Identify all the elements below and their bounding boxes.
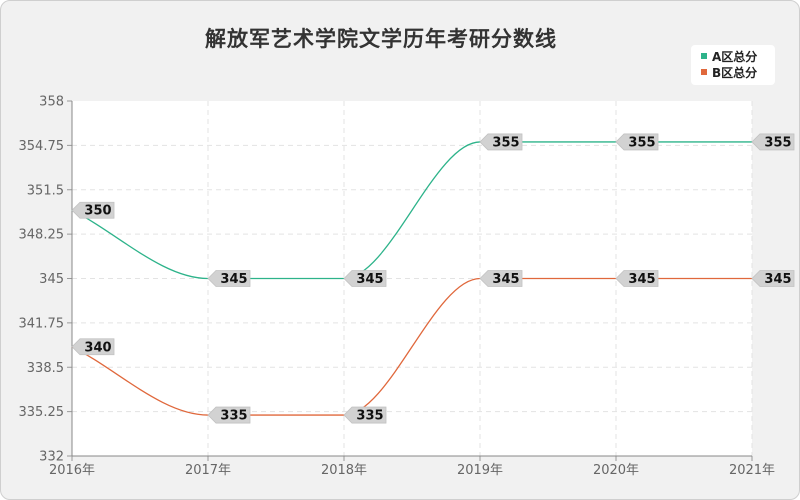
x-tick-label: 2016年 xyxy=(49,463,95,478)
data-label-bg xyxy=(343,270,387,287)
data-label-bg xyxy=(343,406,387,424)
data-label-bg xyxy=(71,201,115,219)
legend-item-a[interactable]: A区总分 xyxy=(701,49,757,65)
data-label: 345 xyxy=(764,272,791,287)
data-label: 345 xyxy=(220,272,247,287)
y-tick-label: 348.25 xyxy=(19,228,65,243)
data-label-bg xyxy=(207,270,251,287)
data-label: 345 xyxy=(628,272,655,287)
data-label: 355 xyxy=(492,135,519,150)
data-label-bg xyxy=(207,406,251,424)
data-label-bg xyxy=(479,133,523,151)
data-label: 335 xyxy=(220,409,247,424)
x-tick-label: 2019年 xyxy=(457,463,503,478)
y-tick-label: 335.25 xyxy=(19,405,65,420)
x-tick-label: 2018年 xyxy=(321,463,367,478)
data-label-bg xyxy=(751,133,795,151)
y-tick-label: 332 xyxy=(39,450,64,465)
chart-legend[interactable]: A区总分 B区总分 xyxy=(691,45,775,85)
data-label-bg xyxy=(71,338,115,356)
data-label: 350 xyxy=(84,204,111,219)
legend-swatch-a xyxy=(701,53,707,59)
data-label: 345 xyxy=(492,272,519,287)
chart-title: 解放军艺术学院文学历年考研分数线 xyxy=(205,27,557,51)
legend-swatch-b xyxy=(701,69,707,75)
data-label-bg xyxy=(479,270,523,287)
data-label-bg xyxy=(615,133,659,151)
y-tick-label: 354.75 xyxy=(19,139,65,154)
data-label: 355 xyxy=(628,135,655,150)
y-tick-label: 345 xyxy=(39,272,64,287)
data-label: 345 xyxy=(356,272,383,287)
legend-item-b[interactable]: B区总分 xyxy=(701,65,757,81)
data-label: 340 xyxy=(84,340,111,355)
data-label-bg xyxy=(615,270,659,287)
y-tick-label: 351.5 xyxy=(27,183,64,198)
legend-label-b: B区总分 xyxy=(712,66,758,80)
data-label: 355 xyxy=(764,135,791,150)
x-tick-label: 2020年 xyxy=(593,463,639,478)
x-tick-label: 2017年 xyxy=(185,463,231,478)
y-tick-label: 341.75 xyxy=(19,316,65,331)
x-tick-label: 2021年 xyxy=(729,463,775,478)
y-tick-label: 338.5 xyxy=(27,361,64,376)
data-label-bg xyxy=(751,270,795,287)
legend-label-a: A区总分 xyxy=(712,50,758,64)
y-tick-label: 358 xyxy=(39,95,64,110)
data-label: 335 xyxy=(356,409,383,424)
